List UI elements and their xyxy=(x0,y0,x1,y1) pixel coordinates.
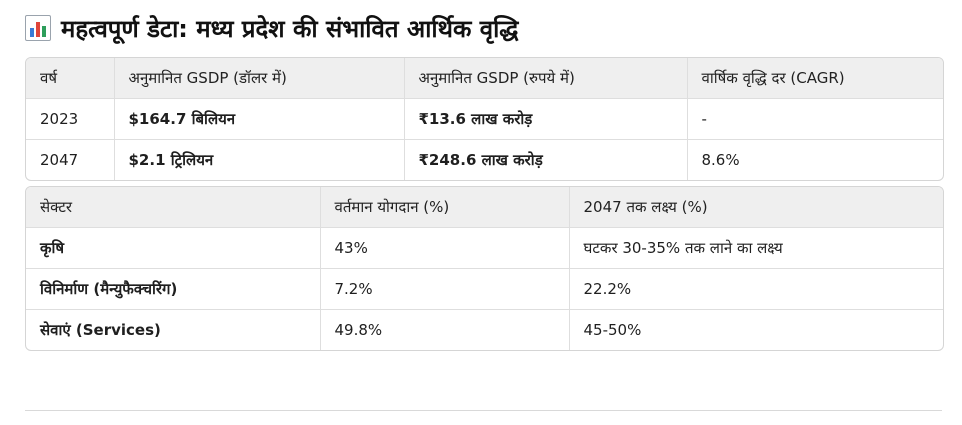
cell-target: 22.2% xyxy=(569,268,943,310)
cell-year: 2023 xyxy=(26,98,115,140)
cell-target: घटकर 30-35% तक लाने का लक्ष्य xyxy=(569,227,943,269)
header-sector: सेक्टर xyxy=(26,187,321,228)
page-title: महत्वपूर्ण डेटा: मध्य प्रदेश की संभावित … xyxy=(61,14,519,43)
bar-chart-icon xyxy=(25,15,51,41)
cell-sector: विनिर्माण (मैन्युफैक्चरिंग) xyxy=(26,268,321,310)
table-row: विनिर्माण (मैन्युफैक्चरिंग) 7.2% 22.2% xyxy=(26,268,943,310)
cell-year: 2047 xyxy=(26,139,115,180)
sector-table: सेक्टर वर्तमान योगदान (%) 2047 तक लक्ष्य… xyxy=(25,186,944,351)
header-current-share: वर्तमान योगदान (%) xyxy=(320,187,570,228)
cell-sector: सेवाएं (Services) xyxy=(26,309,321,350)
table-row: कृषि 43% घटकर 30-35% तक लाने का लक्ष्य xyxy=(26,227,943,269)
cell-cagr: 8.6% xyxy=(687,139,943,180)
header-target-2047: 2047 तक लक्ष्य (%) xyxy=(569,187,943,228)
header-gsdp-rupee: अनुमानित GSDP (रुपये में) xyxy=(404,58,688,99)
header-cagr: वार्षिक वृद्धि दर (CAGR) xyxy=(687,58,943,99)
cell-current-share: 7.2% xyxy=(320,268,570,310)
page-title-row: महत्वपूर्ण डेटा: मध्य प्रदेश की संभावित … xyxy=(25,10,519,46)
table-row: सेवाएं (Services) 49.8% 45-50% xyxy=(26,309,943,350)
cell-current-share: 43% xyxy=(320,227,570,269)
table-row: 2023 $164.7 बिलियन ₹13.6 लाख करोड़ - xyxy=(26,98,943,140)
cell-gsdp-dollar: $2.1 ट्रिलियन xyxy=(114,139,405,180)
header-year: वर्ष xyxy=(26,58,115,99)
growth-table-header-row: वर्ष अनुमानित GSDP (डॉलर में) अनुमानित G… xyxy=(26,58,943,99)
divider xyxy=(25,410,942,411)
cell-sector: कृषि xyxy=(26,227,321,269)
growth-table: वर्ष अनुमानित GSDP (डॉलर में) अनुमानित G… xyxy=(25,57,944,181)
cell-cagr: - xyxy=(687,98,943,140)
cell-current-share: 49.8% xyxy=(320,309,570,350)
cell-gsdp-rupee: ₹13.6 लाख करोड़ xyxy=(404,98,688,140)
table-row: 2047 $2.1 ट्रिलियन ₹248.6 लाख करोड़ 8.6% xyxy=(26,139,943,180)
header-gsdp-dollar: अनुमानित GSDP (डॉलर में) xyxy=(114,58,405,99)
cell-gsdp-dollar: $164.7 बिलियन xyxy=(114,98,405,140)
cell-gsdp-rupee: ₹248.6 लाख करोड़ xyxy=(404,139,688,180)
sector-table-header-row: सेक्टर वर्तमान योगदान (%) 2047 तक लक्ष्य… xyxy=(26,187,943,228)
cell-target: 45-50% xyxy=(569,309,943,350)
